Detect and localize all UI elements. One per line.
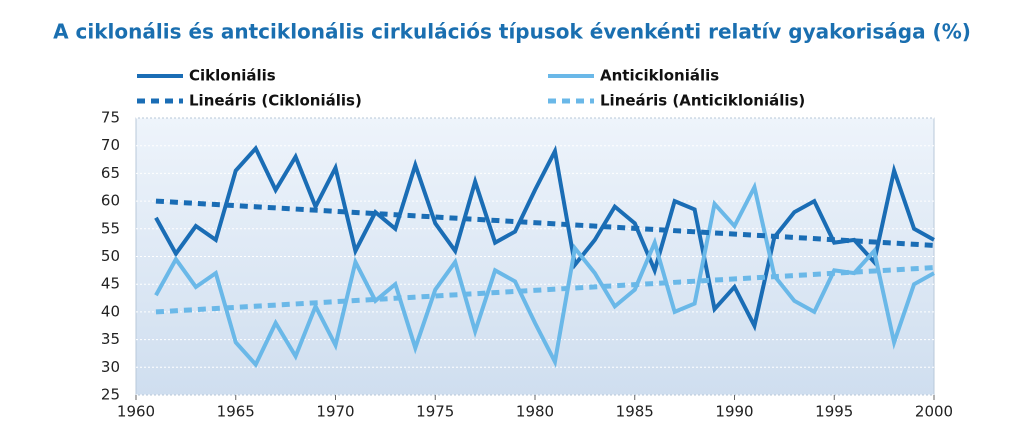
series-line: [154, 144, 935, 332]
chart-title: A ciklonális és antciklonális cirkuláció…: [53, 20, 971, 44]
y-tick-label: 70: [101, 136, 120, 154]
x-tick-label: 1985: [616, 403, 654, 421]
x-tick-label: 1970: [316, 403, 354, 421]
y-tick-label: 40: [101, 302, 120, 320]
trend-line: [155, 265, 935, 315]
x-tick-label: 1980: [516, 403, 554, 421]
plot-area: [135, 117, 935, 396]
x-tick-label: 1995: [815, 403, 853, 421]
y-tick-label: 75: [101, 109, 120, 127]
series-line: [154, 181, 935, 369]
y-tick-label: 55: [101, 219, 120, 237]
x-tick-label: 1975: [416, 403, 454, 421]
y-tick-label: 65: [101, 164, 120, 182]
x-tick-label: 1965: [217, 403, 255, 421]
legend-label: Cikloniális: [189, 67, 276, 85]
y-tick-label: 60: [101, 192, 120, 210]
legend-label: Lineáris (Anticikloniális): [600, 92, 805, 110]
y-tick-label: 50: [101, 247, 120, 265]
trend-line: [155, 198, 935, 248]
legend-label: Lineáris (Cikloniális): [189, 92, 362, 110]
y-tick-label: 35: [101, 330, 120, 348]
legend-label: Anticikloniális: [600, 67, 719, 85]
y-tick-label: 25: [101, 386, 120, 404]
x-tick-label: 2000: [915, 403, 953, 421]
x-tick-label: 1960: [117, 403, 155, 421]
y-tick-label: 30: [101, 358, 120, 376]
x-tick-label: 1990: [715, 403, 753, 421]
y-tick-label: 45: [101, 275, 120, 293]
